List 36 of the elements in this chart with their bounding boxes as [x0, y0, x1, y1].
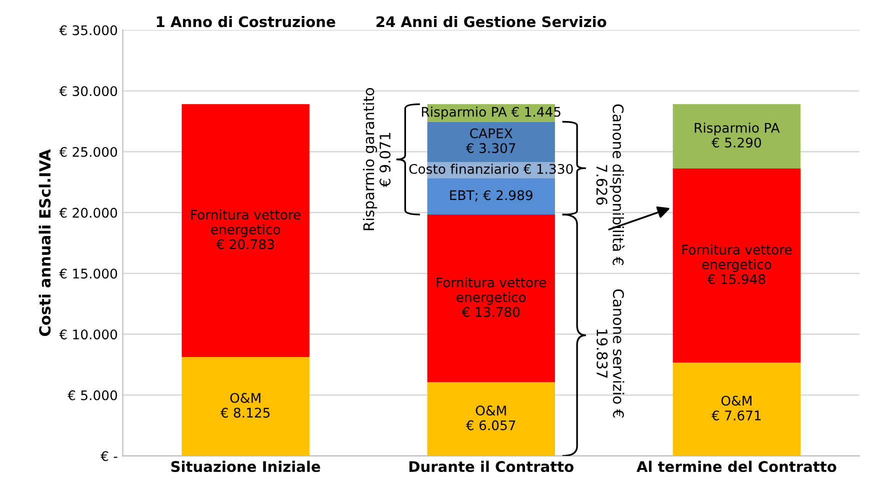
annotation: Risparmio garantito € 9.071: [362, 88, 391, 230]
y-tick-label: € 10.000: [59, 329, 118, 340]
data-label: CAPEX € 3.307: [466, 128, 516, 154]
y-tick-label: € 30.000: [59, 86, 118, 96]
bar: [672, 104, 801, 169]
x-tick-label: Situazione Iniziale: [171, 460, 320, 472]
bar: [427, 214, 555, 382]
y-tick-label: € 20.000: [59, 208, 118, 218]
x-tick-label: Al termine del Contratto: [636, 460, 836, 472]
data-label: O&M € 8.125: [220, 392, 270, 418]
x-tick-label: Durante il Contratto: [409, 460, 574, 472]
text: 24 Anni di Gestione Servizio: [376, 16, 606, 28]
bar: [182, 104, 310, 358]
y-tick-label: € -: [100, 451, 118, 462]
y-tick-label: € 35.000: [59, 25, 118, 36]
bar: [427, 382, 555, 456]
data-label: Fornitura vettore energetico € 15.948: [682, 244, 792, 284]
annotation: Canone servizio € 19.837: [596, 289, 624, 418]
annotation: Canone disponibilità € 7.626: [596, 104, 625, 266]
text: 1 Anno di Costruzione: [156, 16, 336, 28]
bar: [672, 362, 801, 456]
data-label: EBT; € 2.989: [450, 190, 532, 202]
bar: [182, 357, 310, 456]
data-label: Fornitura vettore energetico € 20.783: [191, 209, 300, 250]
bar: [672, 168, 801, 363]
bar: [427, 178, 555, 215]
bar: [427, 122, 555, 162]
data-label: O&M € 6.057: [466, 406, 516, 430]
y-tick-label: € 25.000: [59, 146, 118, 157]
data-label: Costo finanziario € 1.330: [409, 164, 573, 174]
y-tick-label: € 15.000: [59, 268, 118, 279]
data-label: O&M € 7.671: [712, 396, 761, 420]
data-label: Fornitura vettore energetico € 13.780: [436, 277, 546, 317]
data-label: Risparmio PA € 5.290: [694, 122, 780, 148]
y-axis-title: Costi annuali EScl.IVA: [38, 149, 51, 336]
y-tick-label: € 5.000: [68, 390, 118, 400]
